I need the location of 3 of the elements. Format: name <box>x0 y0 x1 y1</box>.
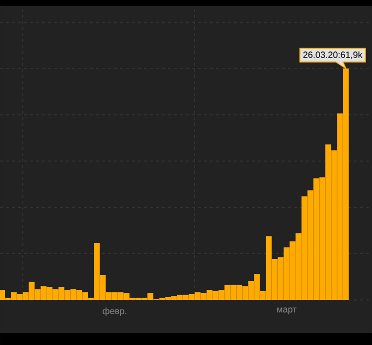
text: 26.03.20:61,9k <box>303 51 362 59</box>
x-tick-label: март <box>277 308 297 314</box>
x-tick-label: февр. <box>102 308 126 316</box>
